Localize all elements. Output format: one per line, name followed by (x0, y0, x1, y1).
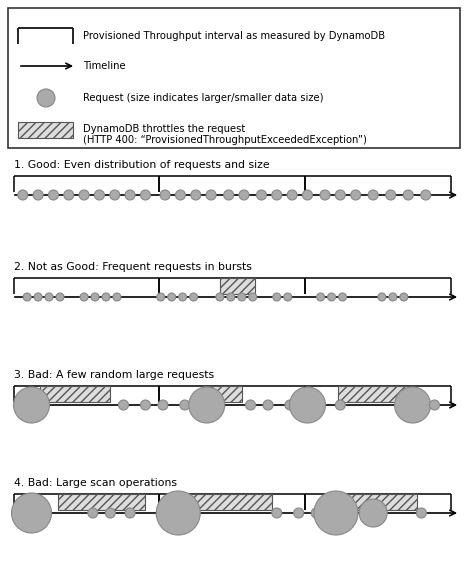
Circle shape (34, 293, 42, 301)
Circle shape (179, 293, 187, 301)
Circle shape (273, 293, 281, 301)
Circle shape (238, 293, 246, 301)
Circle shape (386, 190, 395, 200)
Circle shape (272, 190, 282, 200)
Circle shape (91, 293, 99, 301)
Circle shape (33, 190, 43, 200)
Circle shape (249, 293, 257, 301)
Circle shape (45, 293, 53, 301)
Text: 4. Bad: Large scan operations: 4. Bad: Large scan operations (14, 478, 177, 488)
Circle shape (389, 293, 397, 301)
Circle shape (48, 190, 58, 200)
Circle shape (224, 190, 234, 200)
Circle shape (311, 508, 321, 518)
Circle shape (403, 190, 413, 200)
Bar (18, 122, 73, 138)
Circle shape (302, 190, 313, 200)
Circle shape (294, 508, 304, 518)
Circle shape (189, 387, 225, 423)
Circle shape (95, 190, 104, 200)
Circle shape (23, 293, 31, 301)
Circle shape (316, 293, 325, 301)
Bar (181, 494, 272, 510)
Circle shape (421, 190, 431, 200)
Circle shape (290, 387, 325, 423)
Circle shape (12, 493, 51, 533)
Text: DynamoDB throttles the request: DynamoDB throttles the request (83, 124, 245, 134)
Circle shape (239, 190, 249, 200)
Circle shape (338, 293, 346, 301)
Text: 1. Good: Even distribution of requests and size: 1. Good: Even distribution of requests a… (14, 160, 270, 170)
Circle shape (256, 190, 266, 200)
Circle shape (105, 508, 115, 518)
Circle shape (351, 190, 361, 200)
Text: Request (size indicates larger/smaller data size): Request (size indicates larger/smaller d… (83, 93, 323, 103)
Text: Timeline: Timeline (83, 61, 125, 71)
Circle shape (227, 293, 235, 301)
Circle shape (285, 400, 295, 410)
Circle shape (246, 400, 256, 410)
Circle shape (263, 400, 273, 410)
Circle shape (359, 499, 387, 527)
Circle shape (79, 190, 89, 200)
Circle shape (430, 400, 439, 410)
Circle shape (157, 293, 165, 301)
Circle shape (160, 190, 170, 200)
Circle shape (206, 190, 216, 200)
Circle shape (18, 190, 28, 200)
Bar (8, 8, 460, 148)
Bar (202, 386, 242, 402)
Text: (HTTP 400: “ProvisionedThroughputExceededException”): (HTTP 400: “ProvisionedThroughputExceede… (83, 135, 367, 145)
Circle shape (158, 400, 168, 410)
Circle shape (368, 190, 378, 200)
Circle shape (64, 190, 74, 200)
Bar (58, 494, 146, 510)
Text: Provisioned Throughput interval as measured by DynamoDB: Provisioned Throughput interval as measu… (83, 31, 385, 41)
Circle shape (417, 508, 426, 518)
Circle shape (118, 400, 129, 410)
Circle shape (314, 491, 358, 535)
Circle shape (378, 293, 386, 301)
Circle shape (88, 508, 98, 518)
Circle shape (110, 190, 120, 200)
Circle shape (80, 293, 88, 301)
Circle shape (140, 190, 150, 200)
Circle shape (191, 190, 201, 200)
Bar (40, 386, 110, 402)
Circle shape (125, 508, 135, 518)
Circle shape (125, 190, 135, 200)
Circle shape (284, 293, 292, 301)
Circle shape (400, 293, 408, 301)
Circle shape (320, 190, 330, 200)
Text: 2. Not as Good: Frequent requests in bursts: 2. Not as Good: Frequent requests in bur… (14, 262, 252, 272)
Circle shape (102, 293, 110, 301)
Circle shape (140, 400, 150, 410)
Circle shape (335, 400, 345, 410)
Circle shape (335, 190, 345, 200)
Circle shape (168, 293, 176, 301)
Circle shape (180, 400, 190, 410)
Bar (338, 386, 408, 402)
Circle shape (156, 491, 200, 535)
Circle shape (37, 89, 55, 107)
Circle shape (272, 508, 282, 518)
Circle shape (56, 293, 64, 301)
Circle shape (287, 190, 297, 200)
Circle shape (395, 387, 431, 423)
Bar (220, 278, 255, 294)
Circle shape (190, 293, 197, 301)
Circle shape (14, 387, 50, 423)
Circle shape (216, 293, 224, 301)
Circle shape (176, 190, 185, 200)
Circle shape (328, 293, 336, 301)
Text: 3. Bad: A few random large requests: 3. Bad: A few random large requests (14, 370, 214, 380)
Circle shape (113, 293, 121, 301)
Bar (325, 494, 417, 510)
